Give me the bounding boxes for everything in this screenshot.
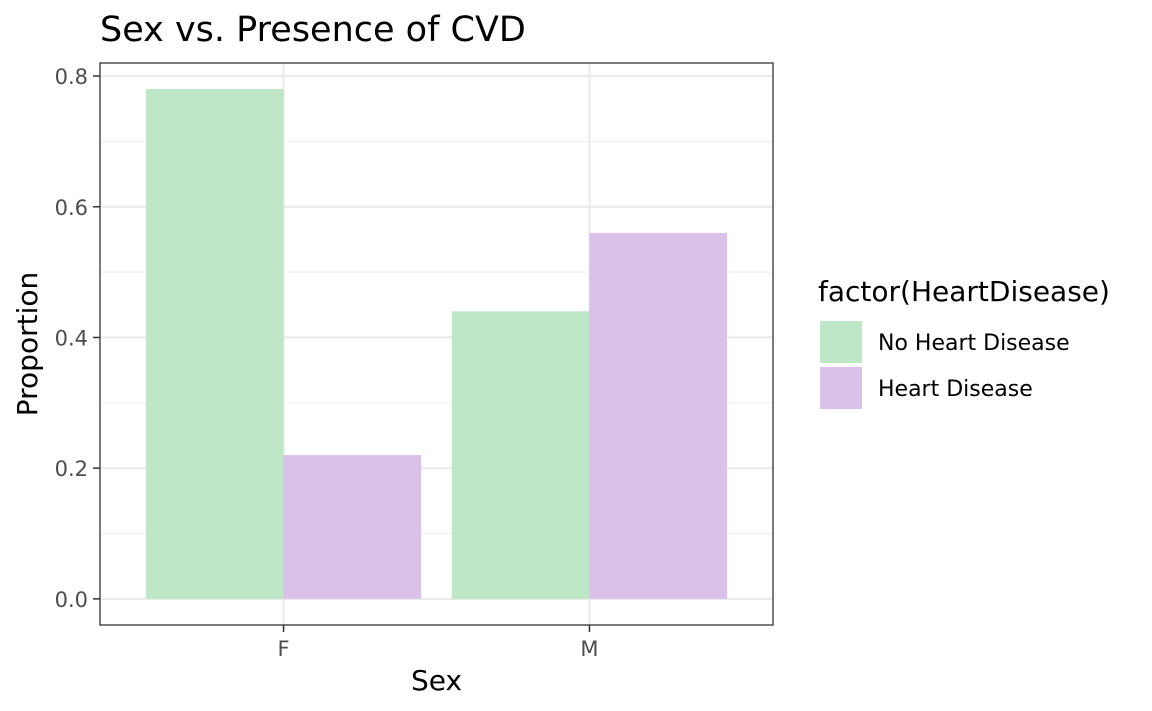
legend-label: No Heart Disease	[878, 331, 1070, 356]
y-axis-title: Proportion	[11, 272, 44, 416]
y-tick-label: 0.0	[55, 588, 88, 612]
bar-m-no-heart-disease	[451, 311, 590, 599]
legend-items: No Heart Disease Heart Disease	[820, 321, 1070, 409]
bars	[145, 89, 728, 599]
bar-m-heart-disease	[589, 232, 728, 599]
bar-f-heart-disease	[283, 455, 422, 599]
plot-panel	[99, 62, 774, 626]
x-tick-label: F	[277, 637, 289, 661]
x-tick-label: M	[580, 637, 598, 661]
legend: factor(HeartDisease) No Heart Disease Hea…	[818, 275, 1110, 409]
legend-swatch	[820, 321, 862, 363]
bar-f-no-heart-disease	[145, 89, 284, 599]
chart-title: Sex vs. Presence of CVD	[100, 10, 526, 50]
legend-title: factor(HeartDisease)	[818, 275, 1110, 308]
panel-border	[99, 62, 774, 626]
y-tick-label: 0.6	[55, 196, 88, 220]
y-tick-label: 0.8	[55, 65, 88, 89]
axes: 0.0 0.2 0.4 0.6 0.8 F M	[55, 65, 599, 661]
y-tick-label: 0.2	[55, 457, 88, 481]
legend-label: Heart Disease	[878, 377, 1033, 402]
x-axis-title: Sex	[411, 664, 462, 697]
legend-swatch	[820, 367, 862, 409]
y-tick-label: 0.4	[55, 326, 88, 350]
